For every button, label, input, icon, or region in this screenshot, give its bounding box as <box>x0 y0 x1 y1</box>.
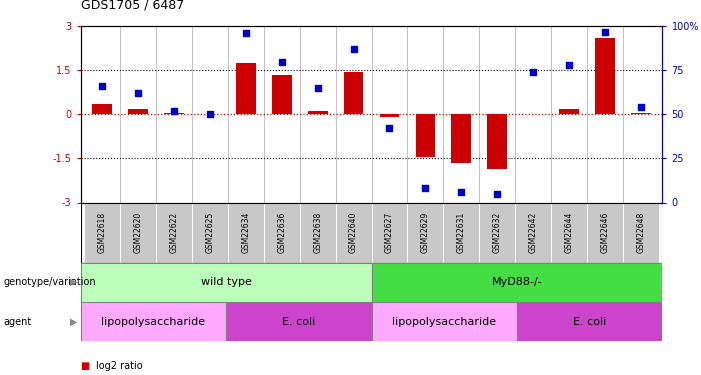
Bar <box>300 202 336 262</box>
Bar <box>336 202 372 262</box>
Text: GSM22648: GSM22648 <box>637 212 646 253</box>
Bar <box>236 63 256 114</box>
Bar <box>81 262 372 302</box>
Bar <box>451 114 471 163</box>
Text: GSM22640: GSM22640 <box>349 212 358 253</box>
Text: E. coli: E. coli <box>283 316 315 327</box>
Text: GSM22638: GSM22638 <box>313 212 322 253</box>
Bar <box>595 38 615 114</box>
Text: lipopolysaccharide: lipopolysaccharide <box>101 316 205 327</box>
Bar <box>228 202 264 262</box>
Bar <box>517 302 662 341</box>
Bar <box>192 202 228 262</box>
Point <box>599 28 611 34</box>
Point <box>348 46 359 52</box>
Text: GSM22632: GSM22632 <box>493 212 502 253</box>
Point <box>420 185 431 191</box>
Text: agent: agent <box>4 316 32 327</box>
Bar <box>559 109 579 114</box>
Bar <box>272 75 292 114</box>
Point <box>564 62 575 68</box>
Point <box>97 83 108 89</box>
Bar <box>380 114 400 117</box>
Bar <box>551 202 587 262</box>
Point <box>204 111 215 117</box>
Text: GSM22642: GSM22642 <box>529 212 538 253</box>
Point <box>240 30 252 36</box>
Text: GSM22631: GSM22631 <box>457 212 466 253</box>
Bar <box>84 202 120 262</box>
Text: MyD88-/-: MyD88-/- <box>491 277 543 287</box>
Text: GSM22646: GSM22646 <box>601 212 609 253</box>
Text: ▶: ▶ <box>69 316 77 327</box>
Bar <box>81 302 226 341</box>
Text: wild type: wild type <box>200 277 252 287</box>
Bar <box>372 302 517 341</box>
Bar <box>264 202 300 262</box>
Point <box>132 90 144 96</box>
Text: GDS1705 / 6487: GDS1705 / 6487 <box>81 0 184 11</box>
Text: log2 ratio: log2 ratio <box>96 361 143 370</box>
Bar <box>479 202 515 262</box>
Text: genotype/variation: genotype/variation <box>4 277 96 287</box>
Bar <box>416 114 435 157</box>
Bar <box>128 109 148 114</box>
Text: GSM22618: GSM22618 <box>97 212 107 253</box>
Bar <box>487 114 507 169</box>
Point <box>456 189 467 195</box>
Bar <box>120 202 156 262</box>
Bar <box>372 262 662 302</box>
Bar <box>407 202 443 262</box>
Bar <box>156 202 192 262</box>
Text: ▶: ▶ <box>69 277 77 287</box>
Text: GSM22636: GSM22636 <box>277 212 286 253</box>
Point <box>384 126 395 132</box>
Bar <box>308 111 327 114</box>
Bar <box>443 202 479 262</box>
Bar <box>515 202 551 262</box>
Point <box>312 85 323 91</box>
Text: GSM22625: GSM22625 <box>205 212 215 253</box>
Text: GSM22629: GSM22629 <box>421 212 430 253</box>
Bar <box>226 302 372 341</box>
Text: GSM22622: GSM22622 <box>170 212 179 253</box>
Point <box>528 69 539 75</box>
Text: E. coli: E. coli <box>573 316 606 327</box>
Bar <box>623 202 659 262</box>
Text: GSM22644: GSM22644 <box>564 212 573 253</box>
Bar <box>587 202 623 262</box>
Point <box>635 104 646 110</box>
Point <box>276 58 287 64</box>
Text: lipopolysaccharide: lipopolysaccharide <box>392 316 496 327</box>
Point <box>491 190 503 196</box>
Text: GSM22620: GSM22620 <box>134 212 142 253</box>
Bar <box>164 113 184 114</box>
Point <box>168 108 179 114</box>
Text: ■: ■ <box>81 361 90 370</box>
Text: GSM22634: GSM22634 <box>241 212 250 253</box>
Bar <box>372 202 407 262</box>
Bar <box>93 104 112 114</box>
Bar <box>343 72 363 114</box>
Text: GSM22627: GSM22627 <box>385 212 394 253</box>
